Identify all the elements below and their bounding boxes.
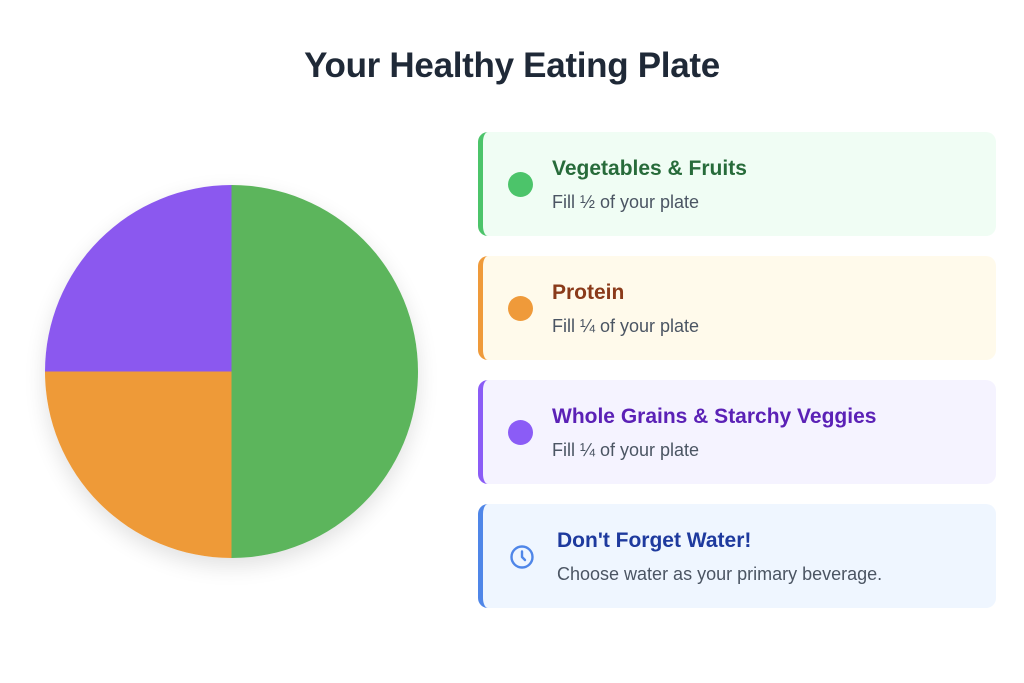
dot-icon bbox=[508, 172, 533, 197]
card-title: Vegetables & Fruits bbox=[552, 157, 747, 180]
card-subtitle: Choose water as your primary beverage. bbox=[557, 564, 883, 584]
card-protein: Protein Fill ¼ of your plate bbox=[478, 256, 996, 360]
dot-icon bbox=[508, 296, 533, 321]
card-water: Don't Forget Water! Choose water as your… bbox=[478, 504, 996, 608]
card-vegetables-fruits: Vegetables & Fruits Fill ½ of your plate bbox=[478, 132, 996, 236]
legend-cards: Vegetables & Fruits Fill ½ of your plate… bbox=[478, 132, 996, 628]
pie-slice-whole-grains bbox=[45, 185, 232, 372]
dot-icon bbox=[508, 420, 533, 445]
plate-pie-chart bbox=[45, 185, 418, 558]
pie-slice-protein bbox=[45, 371, 232, 558]
page-title: Your Healthy Eating Plate bbox=[304, 46, 720, 85]
clock-icon bbox=[509, 544, 535, 570]
card-subtitle: Fill ¼ of your plate bbox=[552, 316, 700, 336]
card-title: Whole Grains & Starchy Veggies bbox=[552, 405, 877, 428]
card-title: Don't Forget Water! bbox=[557, 529, 752, 552]
pie-slice-vegetables-fruits bbox=[231, 185, 418, 558]
card-whole-grains: Whole Grains & Starchy Veggies Fill ¼ of… bbox=[478, 380, 996, 484]
card-subtitle: Fill ¼ of your plate bbox=[552, 440, 700, 460]
card-subtitle: Fill ½ of your plate bbox=[552, 192, 700, 212]
card-title: Protein bbox=[552, 281, 625, 304]
